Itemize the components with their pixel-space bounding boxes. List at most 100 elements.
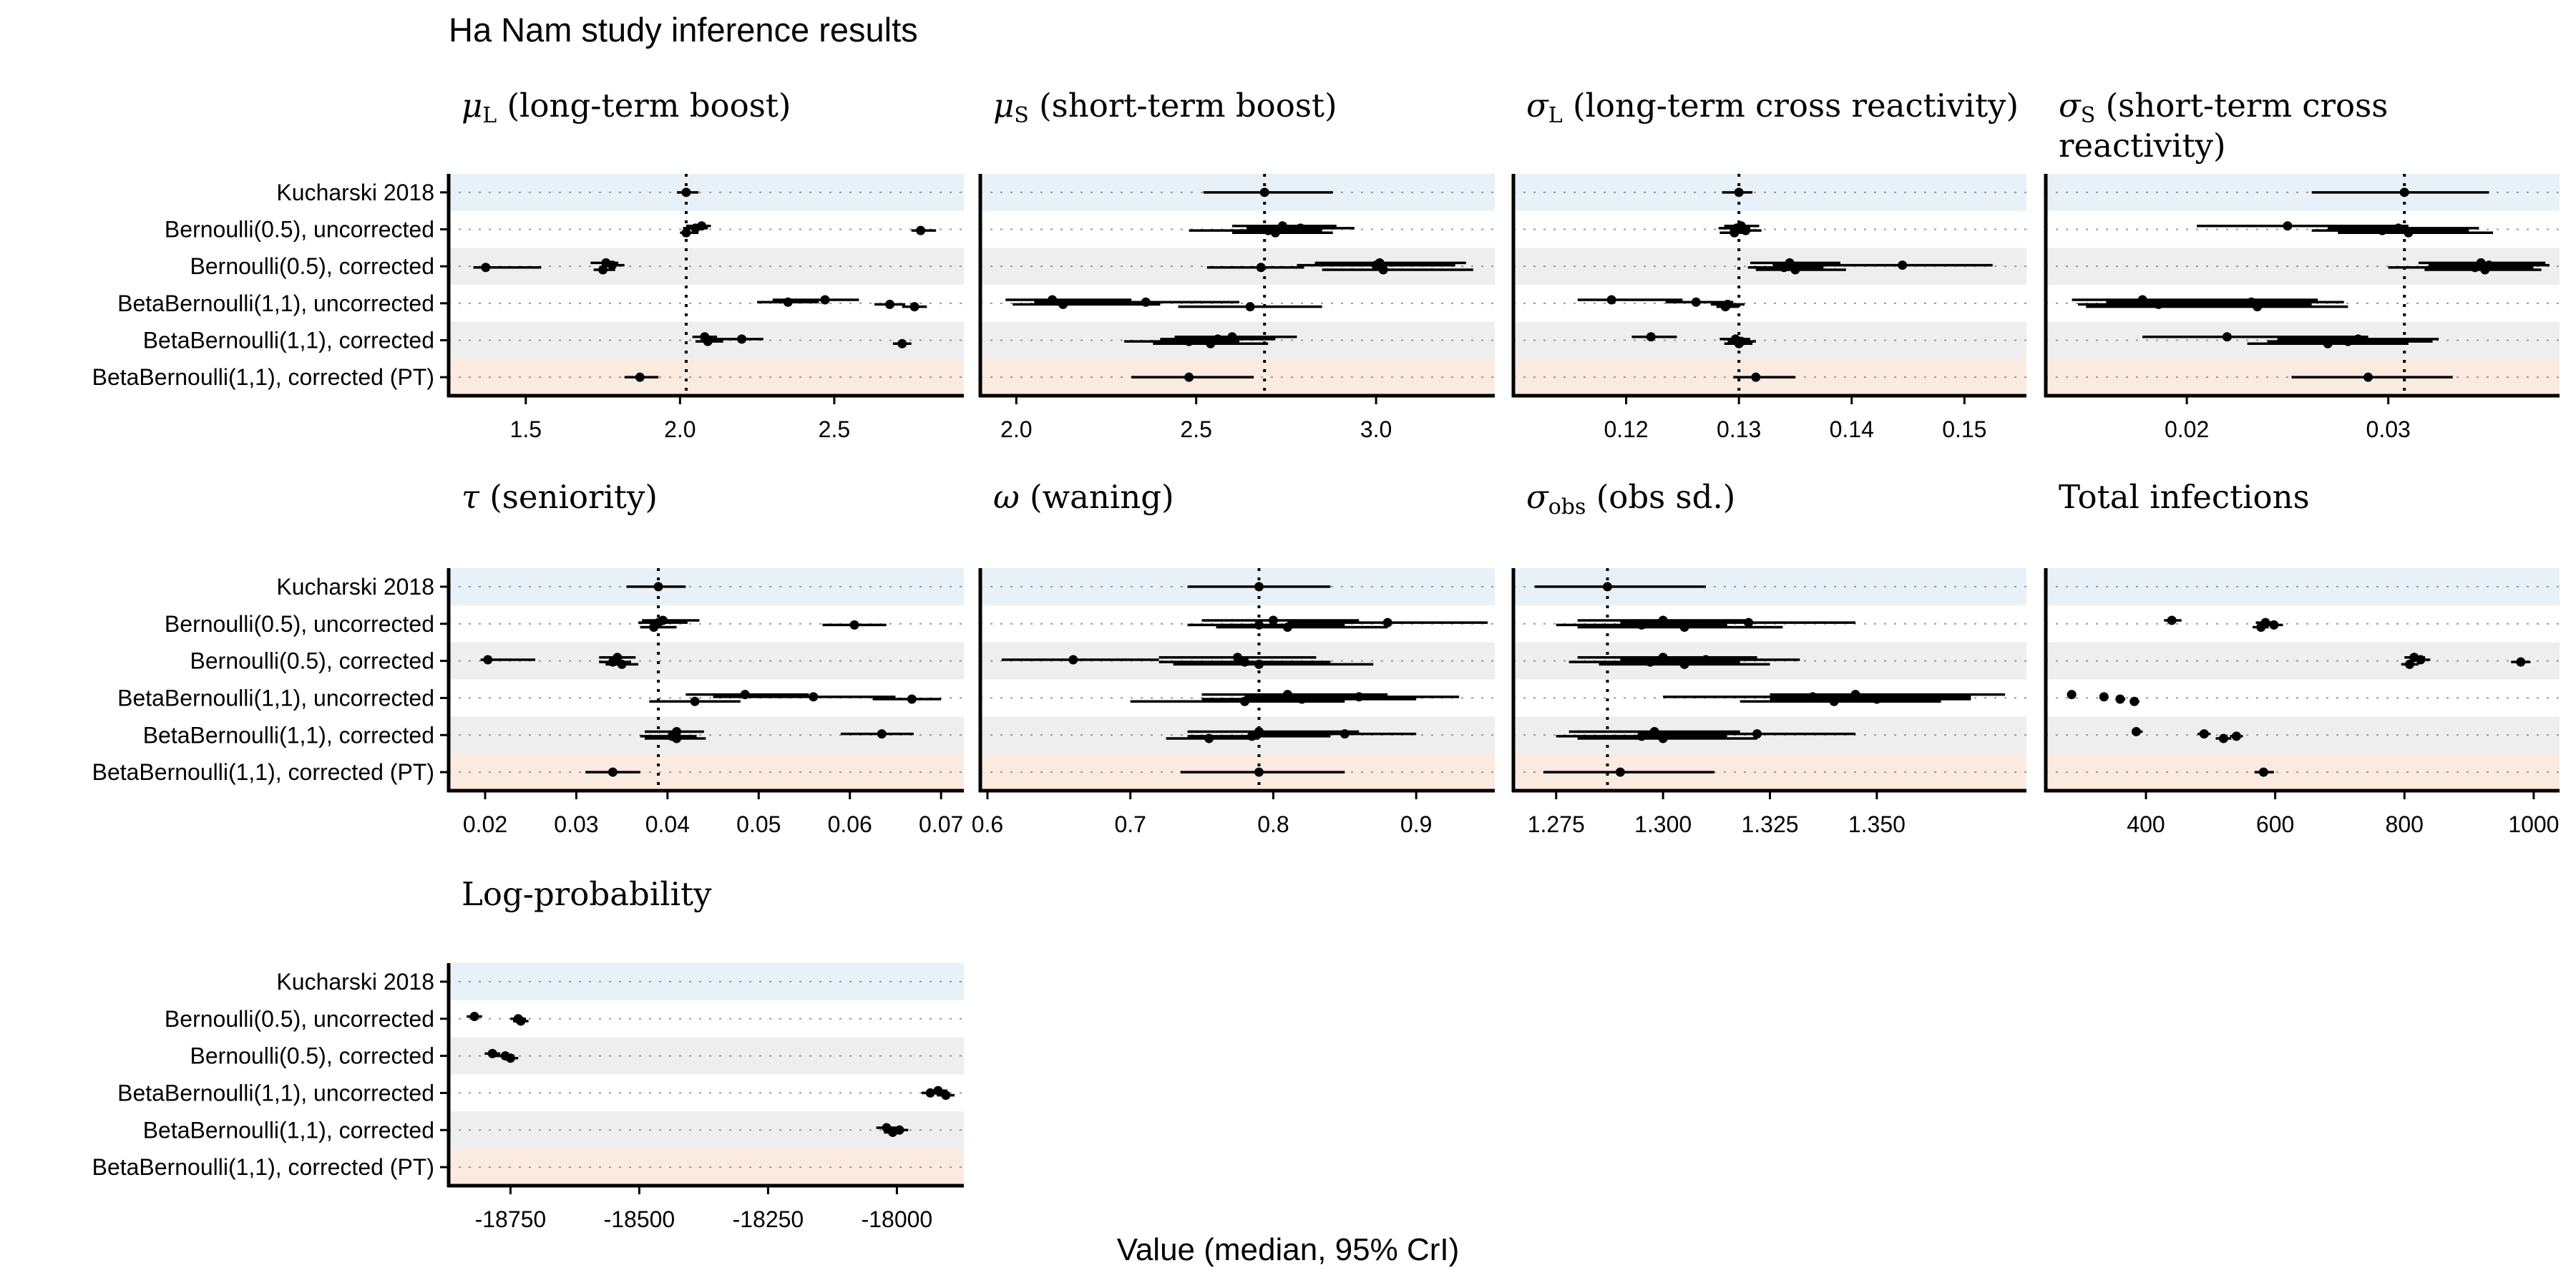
median-point	[2283, 221, 2293, 231]
median-point	[1679, 659, 1689, 669]
panel-title-symbol: σ	[1526, 87, 1548, 125]
median-point	[1729, 228, 1740, 238]
panel-sigma_S: 0.02 0.03	[2044, 174, 2560, 442]
y-tick-label-bernoulli-0-5-corrected: Bernoulli(0.5), corrected	[190, 1043, 434, 1069]
panel-title-log_probability: Log-probability	[462, 874, 962, 914]
median-point	[2323, 338, 2333, 348]
x-tick-label: 2.5	[819, 416, 850, 442]
median-point	[608, 767, 618, 777]
median-point	[2199, 729, 2209, 739]
y-tick-label-betabernoulli-1-1-corrected-pt: BetaBernoulli(1,1), corrected (PT)	[92, 1154, 434, 1180]
y-tick-label-bernoulli-0-5-uncorrected: Bernoulli(0.5), uncorrected	[165, 611, 434, 637]
y-tick-label-betabernoulli-1-1-uncorrected: BetaBernoulli(1,1), uncorrected	[117, 291, 434, 316]
median-point	[681, 187, 691, 197]
median-point	[1720, 302, 1730, 312]
median-point	[1254, 767, 1264, 777]
x-tick-label: 3.0	[1360, 416, 1392, 442]
median-point	[469, 1012, 479, 1022]
median-point	[885, 299, 895, 309]
median-point	[1270, 228, 1280, 238]
x-tick-label: 0.03	[2366, 416, 2411, 442]
x-tick-label: 0.6	[972, 811, 1003, 837]
row-band	[2046, 716, 2560, 754]
median-point	[1268, 615, 1278, 625]
median-point	[1259, 187, 1269, 197]
median-point	[1679, 623, 1689, 633]
panel-title-text: (short-term boost)	[1028, 87, 1337, 125]
median-point	[608, 260, 618, 270]
median-point	[1751, 372, 1761, 382]
y-tick-label-betabernoulli-1-1-corrected: BetaBernoulli(1,1), corrected	[143, 722, 434, 748]
row-band	[449, 963, 964, 1000]
panel-title-omega: ω (waning)	[993, 477, 1493, 517]
median-point	[598, 265, 608, 275]
row-band	[1513, 321, 2026, 359]
row-band	[2046, 753, 2560, 791]
x-tick-label: -18500	[604, 1206, 675, 1232]
median-point	[1829, 696, 1839, 706]
panel-title-symbol: σ	[2059, 87, 2081, 125]
figure-title: Ha Nam study inference results	[449, 11, 918, 49]
median-point	[849, 620, 859, 630]
row-band	[449, 753, 964, 791]
median-point	[2480, 265, 2490, 275]
y-tick-label-betabernoulli-1-1-uncorrected: BetaBernoulli(1,1), uncorrected	[117, 685, 434, 711]
x-tick-label: 0.8	[1257, 811, 1289, 837]
panel-title-text: Total infections	[2059, 478, 2310, 516]
median-point	[1256, 263, 1266, 273]
median-point	[2269, 620, 2279, 630]
median-point	[1254, 582, 1264, 592]
median-point	[2129, 696, 2140, 706]
x-axis-caption: Value (median, 95% CrI)	[1116, 1232, 1460, 1267]
median-point	[1744, 618, 1754, 628]
row-band	[449, 358, 964, 396]
median-point	[2404, 228, 2414, 238]
x-tick-label: 0.15	[1942, 416, 1986, 442]
panel-title-text: (long-term cross reactivity)	[1562, 87, 2019, 125]
median-point	[877, 729, 887, 739]
x-tick-label: 2.5	[1180, 416, 1211, 442]
median-point	[2258, 767, 2268, 777]
y-tick-label-kucharski-2018: Kucharski 2018	[276, 969, 434, 995]
panel-title-symbol: τ	[462, 478, 479, 516]
panel-title-text: (seniority)	[479, 478, 658, 516]
panel-title-subscript: S	[2080, 103, 2096, 128]
median-point	[1058, 299, 1068, 309]
panel-title-text: (short-term cross reactivity)	[2059, 87, 2389, 165]
median-point	[2167, 615, 2177, 625]
panel-title-symbol: σ	[1526, 478, 1548, 516]
y-tick-label-bernoulli-0-5-corrected: Bernoulli(0.5), corrected	[190, 648, 434, 674]
median-point	[681, 228, 691, 238]
median-point	[516, 1016, 526, 1026]
median-point	[1691, 297, 1701, 307]
median-point	[1646, 332, 1656, 342]
median-point	[690, 696, 700, 706]
median-point	[1790, 265, 1800, 275]
x-tick-label: -18750	[475, 1206, 547, 1232]
x-tick-label: 0.03	[554, 811, 598, 837]
x-tick-label: 0.9	[1400, 811, 1432, 837]
x-tick-label: 1.5	[510, 416, 542, 442]
x-tick-label: 400	[2127, 811, 2165, 837]
median-point	[1371, 260, 1381, 270]
panel-sigma_L: 0.12 0.13 0.14 0.15	[1511, 174, 2026, 442]
median-point	[653, 582, 663, 592]
panel-title-subscript: S	[1014, 103, 1029, 128]
median-point	[2067, 690, 2077, 700]
panel-title-subscript: L	[1548, 103, 1563, 128]
median-point	[1068, 655, 1078, 665]
panel-title-subscript: L	[482, 103, 497, 128]
median-point	[1734, 187, 1744, 197]
row-band	[2046, 568, 2560, 605]
panel-title-subscript: obs	[1548, 494, 1586, 519]
x-tick-label: 0.14	[1830, 416, 1874, 442]
y-tick-label-betabernoulli-1-1-corrected-pt: BetaBernoulli(1,1), corrected (PT)	[92, 759, 434, 785]
median-point	[2256, 623, 2266, 633]
median-point	[916, 225, 926, 235]
panel-total_infections: 400 600 800 1000	[2044, 568, 2560, 837]
median-point	[909, 302, 919, 312]
x-tick-label: 1.275	[1528, 811, 1585, 837]
median-point	[487, 1048, 497, 1058]
panel-title-mu_L: μL (long-term boost)	[462, 86, 962, 128]
